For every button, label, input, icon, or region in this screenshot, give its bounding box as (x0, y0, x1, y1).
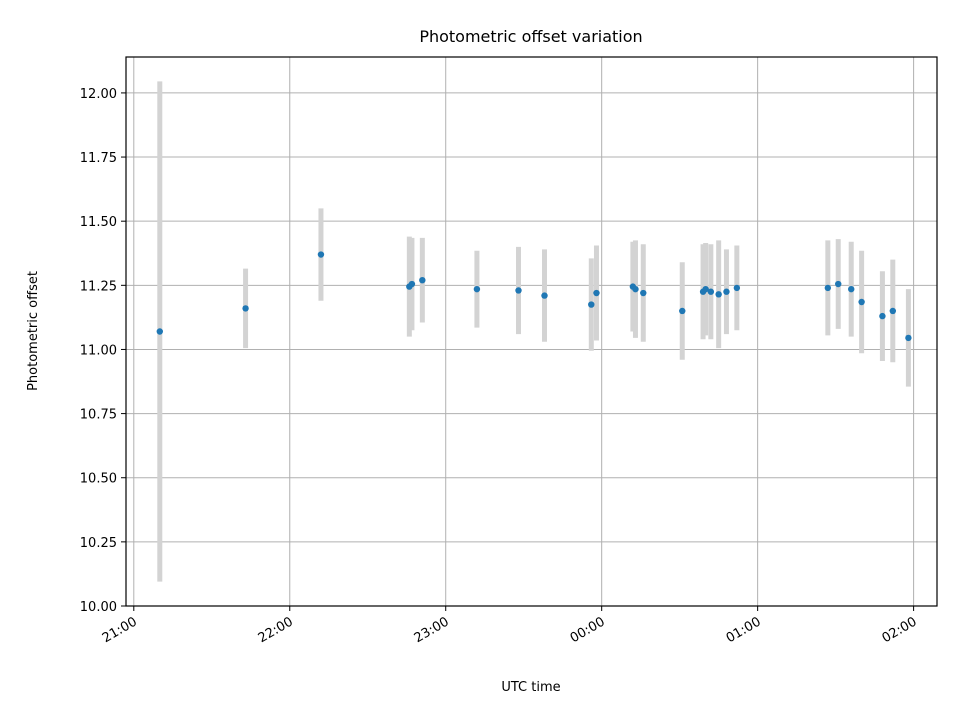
data-point (515, 287, 522, 294)
data-point (848, 285, 855, 293)
data-points (156, 251, 912, 342)
x-tick-label: 01:00 (724, 614, 764, 646)
data-point (824, 284, 832, 292)
data-point (905, 334, 912, 342)
x-axis-label: UTC time (501, 680, 560, 695)
data-point (473, 285, 481, 293)
y-tick-label: 11.25 (80, 279, 117, 294)
data-point (679, 307, 686, 315)
data-point (889, 307, 897, 315)
data-point (715, 291, 722, 298)
x-tick-label: 23:00 (412, 614, 452, 646)
data-point (317, 251, 325, 258)
data-point (723, 288, 730, 295)
x-tick-label: 00:00 (568, 614, 608, 646)
plot-frame (125, 56, 938, 607)
y-tick-label: 10.75 (80, 408, 117, 423)
axis-ticks: 10.00 10.25 10.50 10.75 11.00 11.25 11.50 11.75… (80, 87, 920, 646)
y-tick-label: 10.25 (80, 536, 117, 551)
data-point (632, 285, 639, 293)
y-tick-label: 11.00 (80, 343, 117, 358)
data-point (156, 328, 163, 335)
data-point (408, 280, 416, 288)
data-point (835, 280, 842, 288)
x-tick-label: 22:00 (256, 614, 296, 646)
grid (126, 57, 937, 607)
data-point (541, 292, 548, 299)
data-point (419, 276, 426, 284)
x-tick-label: 02:00 (880, 614, 920, 646)
data-point (858, 298, 865, 306)
data-point (588, 301, 595, 308)
data-point (702, 285, 709, 293)
y-axis-label: Photometric offset (26, 271, 41, 391)
chart-title: Photometric offset variation (419, 27, 642, 46)
error-bars (157, 81, 911, 582)
data-point (707, 288, 715, 295)
data-point (242, 305, 249, 312)
x-tick-label: 21:00 (100, 614, 140, 646)
data-point (640, 289, 647, 297)
y-tick-label: 12.00 (80, 87, 117, 102)
y-tick-label: 11.50 (80, 215, 117, 230)
y-tick-label: 10.00 (80, 600, 117, 615)
data-point (733, 284, 741, 292)
y-tick-label: 10.50 (80, 472, 117, 487)
data-point (593, 289, 600, 297)
y-tick-label: 11.75 (80, 151, 117, 166)
data-point (879, 312, 886, 320)
